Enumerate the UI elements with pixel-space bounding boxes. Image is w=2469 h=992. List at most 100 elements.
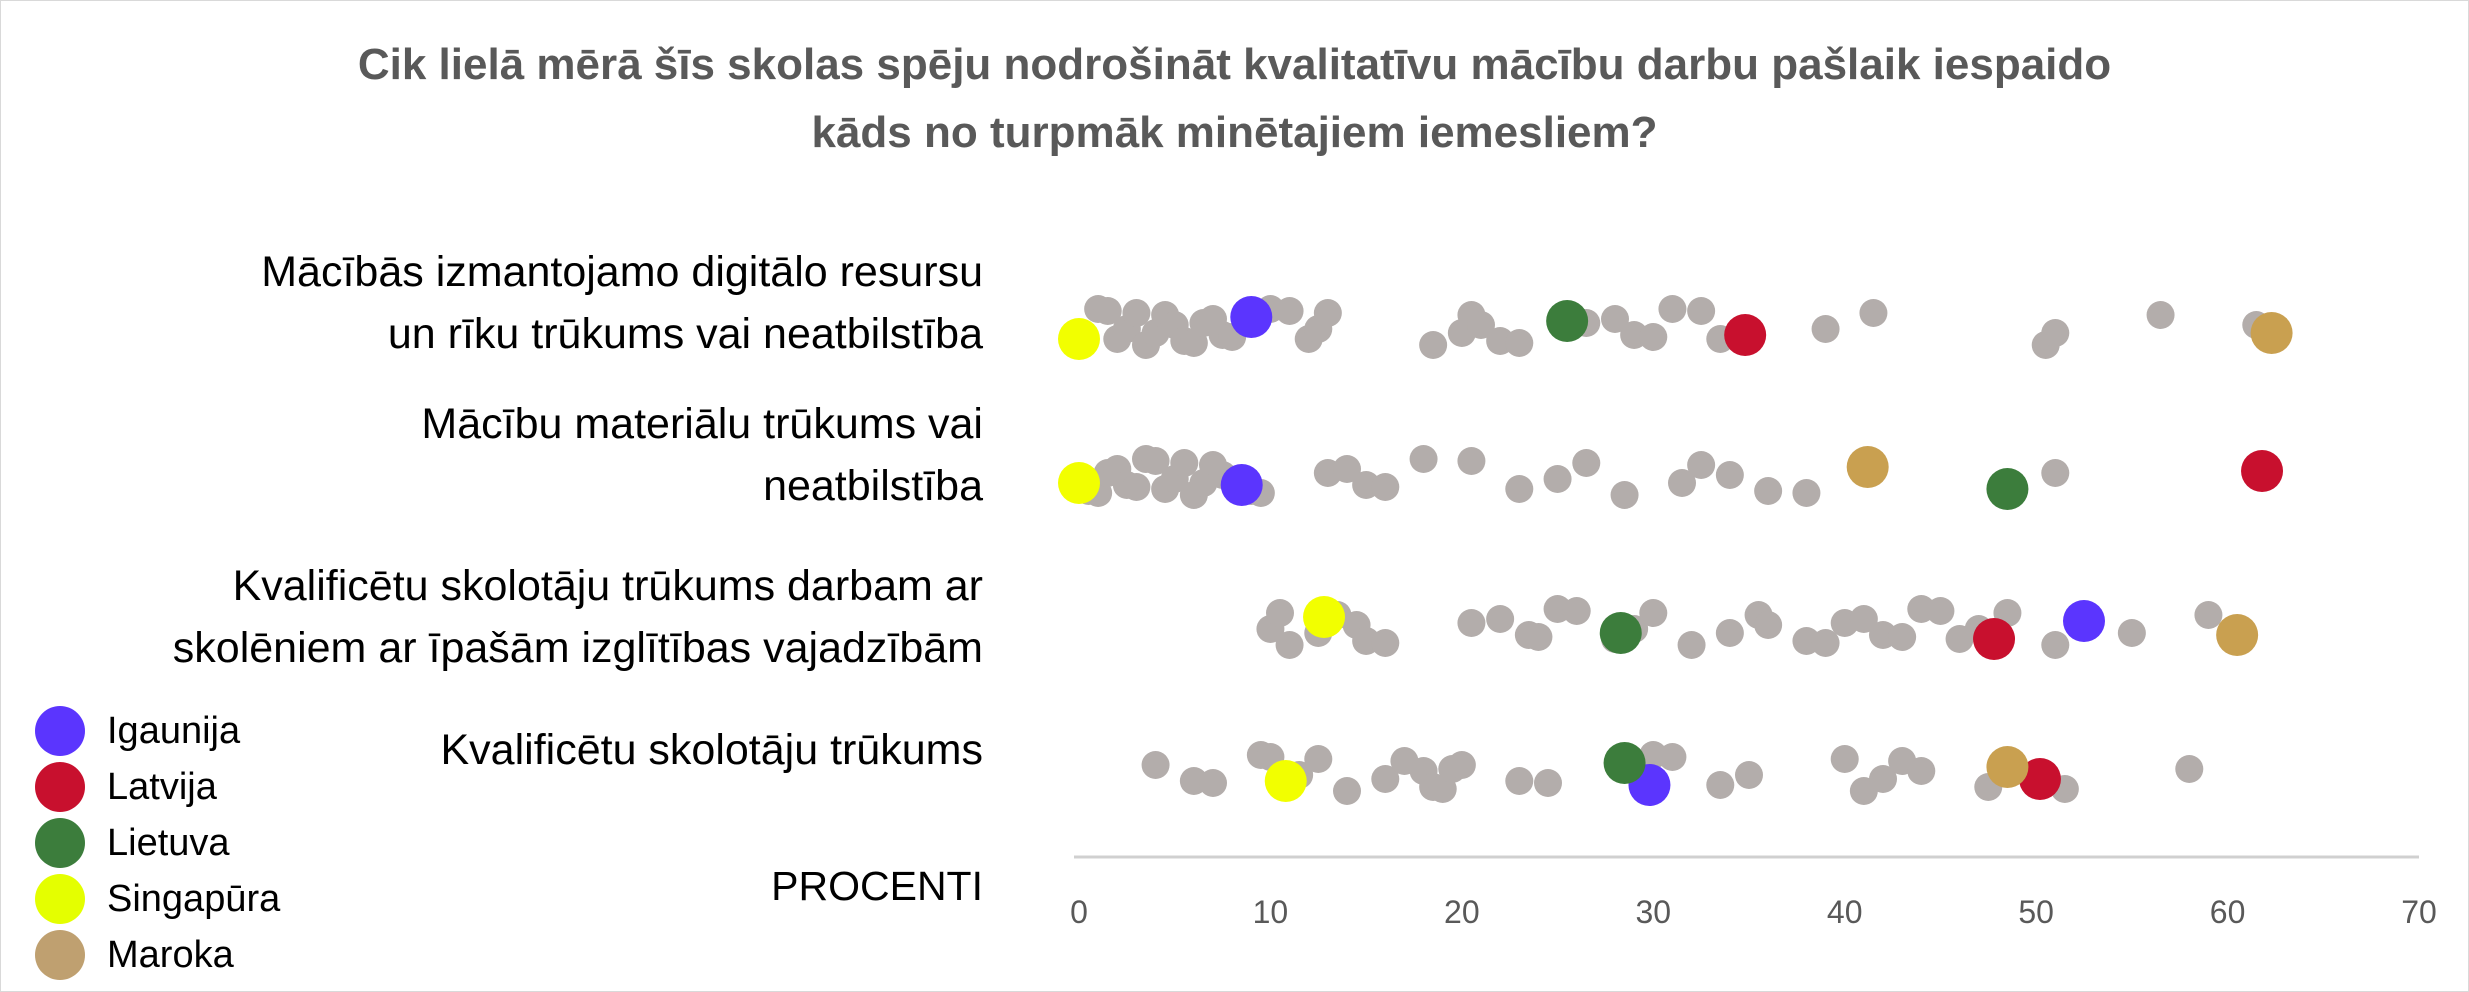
- data-point-singapūra: [1058, 462, 1100, 504]
- data-point-singapūra: [1264, 760, 1307, 802]
- data-point-other-country: [1658, 743, 1687, 771]
- x-tick-label: 50: [2018, 894, 2054, 930]
- data-point-other-country: [1658, 295, 1687, 323]
- data-point-other-country: [1505, 475, 1534, 503]
- data-point-other-country: [1859, 299, 1888, 327]
- data-point-other-country: [1275, 297, 1304, 325]
- data-point-maroka: [2216, 614, 2259, 656]
- data-point-other-country: [1754, 477, 1783, 505]
- data-point-other-country: [1141, 447, 1170, 475]
- data-point-other-country: [1639, 599, 1668, 627]
- category-label-line: Kvalificētu skolotāju trūkums darbam ar: [232, 562, 983, 610]
- data-point-other-country: [1333, 777, 1361, 805]
- data-point-other-country: [1601, 305, 1629, 333]
- data-point-other-country: [1572, 449, 1601, 477]
- x-tick-label: 70: [2401, 894, 2437, 930]
- legend-item-igaunija: Igaunija: [35, 703, 280, 759]
- data-point-latvija: [2018, 758, 2061, 800]
- data-point-other-country: [2194, 601, 2223, 629]
- data-point-singapūra: [1058, 318, 1100, 360]
- category-label-line: Kvalificētu skolotāju trūkums: [440, 726, 984, 774]
- data-point-other-country: [2146, 301, 2175, 329]
- category-label-line: skolēniem ar īpašām izglītības vajadzībā…: [172, 624, 983, 672]
- data-point-other-country: [1457, 447, 1486, 475]
- category-label-sen-teachers: Kvalificētu skolotāju trūkums darbam ar …: [3, 555, 983, 679]
- data-point-other-country: [1304, 745, 1333, 773]
- data-point-other-country: [1811, 315, 1840, 343]
- legend-swatch: [35, 874, 85, 924]
- category-label-line: un rīku trūkums vai neatbilstība: [387, 310, 983, 358]
- x-tick-label: 10: [1253, 894, 1289, 930]
- chart-title-line-2: kāds no turpmāk minētajiem iemesliem?: [811, 108, 1658, 157]
- legend-label: Igaunija: [107, 709, 241, 752]
- data-point-other-country: [1199, 769, 1227, 797]
- legend-label: Latvija: [107, 765, 217, 808]
- legend-swatch: [35, 818, 85, 868]
- x-tick-label: 20: [1444, 894, 1480, 930]
- data-point-other-country: [1706, 771, 1735, 799]
- data-point-lietuva: [1546, 300, 1589, 342]
- data-point-maroka: [1986, 746, 2029, 788]
- data-point-other-country: [1457, 609, 1486, 637]
- data-point-other-country: [1830, 745, 1859, 773]
- data-point-other-country: [1371, 473, 1400, 501]
- x-tick-label: 40: [1827, 894, 1863, 930]
- data-point-other-country: [1715, 619, 1744, 647]
- data-point-other-country: [1275, 631, 1304, 659]
- x-tick-label: 30: [1635, 894, 1671, 930]
- data-point-maroka: [1846, 446, 1889, 488]
- data-point-igaunija: [1220, 464, 1263, 506]
- data-point-other-country: [1610, 481, 1639, 509]
- x-axis-label: PROCENTI: [771, 863, 983, 909]
- data-point-singapūra: [1303, 596, 1346, 638]
- data-point-other-country: [1486, 605, 1515, 633]
- data-point-igaunija: [1230, 296, 1273, 338]
- category-label-line: Mācībās izmantojamo digitālo resursu: [261, 248, 983, 296]
- data-point-other-country: [1907, 757, 1936, 785]
- data-point-other-country: [1668, 469, 1696, 497]
- data-point-other-country: [1447, 751, 1476, 779]
- legend-label: Singapūra: [107, 877, 281, 920]
- legend-label: Maroka: [107, 933, 234, 976]
- category-label-digital-resources: Mācībās izmantojamo digitālo resursu un …: [3, 241, 983, 365]
- data-point-other-country: [2041, 631, 2070, 659]
- legend-item-singapura: Singapūra: [35, 871, 280, 927]
- data-point-other-country: [1524, 623, 1553, 651]
- data-point-other-country: [1505, 329, 1534, 357]
- data-point-lietuva: [1599, 612, 1642, 654]
- data-point-other-country: [1869, 765, 1897, 793]
- data-point-other-country: [1371, 629, 1400, 657]
- data-point-other-country: [1093, 297, 1122, 325]
- legend: Igaunija Latvija Lietuva Singapūra Marok…: [35, 703, 280, 983]
- category-label-line: Mācību materiālu trūkums vai: [421, 400, 983, 448]
- data-point-other-country: [1122, 299, 1151, 327]
- data-point-other-country: [1409, 445, 1438, 473]
- data-point-other-country: [1543, 465, 1572, 493]
- data-point-other-country: [1792, 479, 1821, 507]
- data-point-other-country: [1754, 611, 1783, 639]
- data-point-other-country: [1677, 631, 1706, 659]
- data-point-other-country: [1266, 599, 1294, 627]
- legend-item-maroka: Maroka: [35, 927, 280, 983]
- data-point-latvija: [2241, 450, 2284, 492]
- data-point-maroka: [2250, 312, 2293, 354]
- legend-swatch: [35, 930, 85, 980]
- data-point-other-country: [1534, 769, 1562, 797]
- data-point-other-country: [1122, 473, 1151, 501]
- category-label-line: neatbilstība: [763, 462, 983, 510]
- data-point-other-country: [1811, 629, 1840, 657]
- x-tick-label: 0: [1070, 894, 1088, 930]
- data-point-other-country: [1313, 299, 1342, 327]
- data-point-other-country: [1371, 765, 1400, 793]
- data-point-other-country: [1505, 767, 1534, 795]
- legend-swatch: [35, 706, 85, 756]
- chart-title-line-1: Cik lielā mērā šīs skolas spēju nodrošin…: [357, 40, 2112, 89]
- legend-label: Lietuva: [107, 821, 230, 864]
- data-point-other-country: [2175, 755, 2204, 783]
- data-point-other-country: [1141, 751, 1170, 779]
- data-point-other-country: [1926, 597, 1955, 625]
- data-point-igaunija: [2063, 600, 2105, 642]
- data-point-latvija: [1724, 314, 1767, 356]
